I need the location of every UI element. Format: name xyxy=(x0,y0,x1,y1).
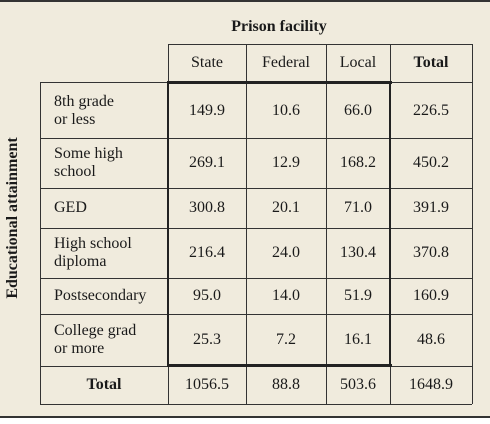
cell-high-school-diploma-local: 130.4 xyxy=(340,244,376,261)
col-header-local: Local xyxy=(339,54,377,71)
row-label-some-high-school: Some high school xyxy=(54,145,123,180)
cell-ged-total: 391.9 xyxy=(413,199,449,216)
grid-line xyxy=(40,82,41,404)
row-label-college-grad: College grad or more xyxy=(54,322,137,357)
grid-line xyxy=(40,404,472,405)
cell-some-high-school-state: 269.1 xyxy=(189,154,225,171)
cell-8th-grade-total: 226.5 xyxy=(413,101,449,119)
row-label-total: Total xyxy=(86,376,122,393)
grid-line xyxy=(40,314,472,315)
data-region-border xyxy=(167,81,169,367)
row-label-ged: GED xyxy=(54,199,87,216)
cell-total-local: 503.6 xyxy=(340,376,376,393)
cell-high-school-diploma-total: 370.8 xyxy=(413,244,449,261)
cell-some-high-school-federal: 12.9 xyxy=(272,154,300,171)
cell-some-high-school-local: 168.2 xyxy=(340,154,376,171)
grid-line xyxy=(40,228,472,229)
cell-college-grad-local: 16.1 xyxy=(344,331,372,348)
grid-line xyxy=(40,278,472,279)
educational-attainment-label: Educational attainment xyxy=(4,137,21,299)
cell-postsecondary-total: 160.9 xyxy=(413,287,449,304)
cell-ged-state: 300.8 xyxy=(189,199,225,216)
cell-high-school-diploma-state: 216.4 xyxy=(189,244,225,261)
cell-postsecondary-local: 51.9 xyxy=(344,287,372,304)
row-label-high-school-diploma: High school diploma xyxy=(54,235,132,270)
grid-line xyxy=(40,188,472,189)
row-label-postsecondary: Postsecondary xyxy=(54,287,147,304)
data-region-border xyxy=(167,364,392,367)
cell-ged-federal: 20.1 xyxy=(272,199,300,216)
cell-total-grand: 1648.9 xyxy=(409,376,453,393)
prison-facility-header: Prison facility xyxy=(231,18,327,35)
grid-line xyxy=(40,138,472,139)
cell-ged-local: 71.0 xyxy=(344,199,372,216)
col-header-federal: Federal xyxy=(262,54,310,71)
cell-college-grad-total: 48.6 xyxy=(417,331,445,348)
data-region-border xyxy=(389,81,391,367)
cell-college-grad-state: 25.3 xyxy=(193,331,221,348)
cell-postsecondary-federal: 14.0 xyxy=(272,287,300,304)
cell-8th-grade-state: 149.9 xyxy=(189,101,225,119)
col-header-state: State xyxy=(191,54,223,71)
grid-line xyxy=(246,44,247,404)
cell-some-high-school-total: 450.2 xyxy=(413,154,449,171)
cell-college-grad-federal: 7.2 xyxy=(276,331,296,348)
data-region-border xyxy=(167,81,392,84)
grid-line xyxy=(326,44,327,404)
grid-line xyxy=(472,44,473,404)
col-header-total: Total xyxy=(413,54,449,71)
row-label-8th-grade: 8th grade or less xyxy=(54,92,114,128)
cell-postsecondary-state: 95.0 xyxy=(193,287,221,304)
grid-line xyxy=(168,44,472,45)
cell-total-federal: 88.8 xyxy=(272,376,300,393)
cell-high-school-diploma-federal: 24.0 xyxy=(272,244,300,261)
cell-8th-grade-local: 66.0 xyxy=(344,101,372,119)
cell-total-state: 1056.5 xyxy=(185,376,229,393)
cell-8th-grade-federal: 10.6 xyxy=(272,101,300,119)
